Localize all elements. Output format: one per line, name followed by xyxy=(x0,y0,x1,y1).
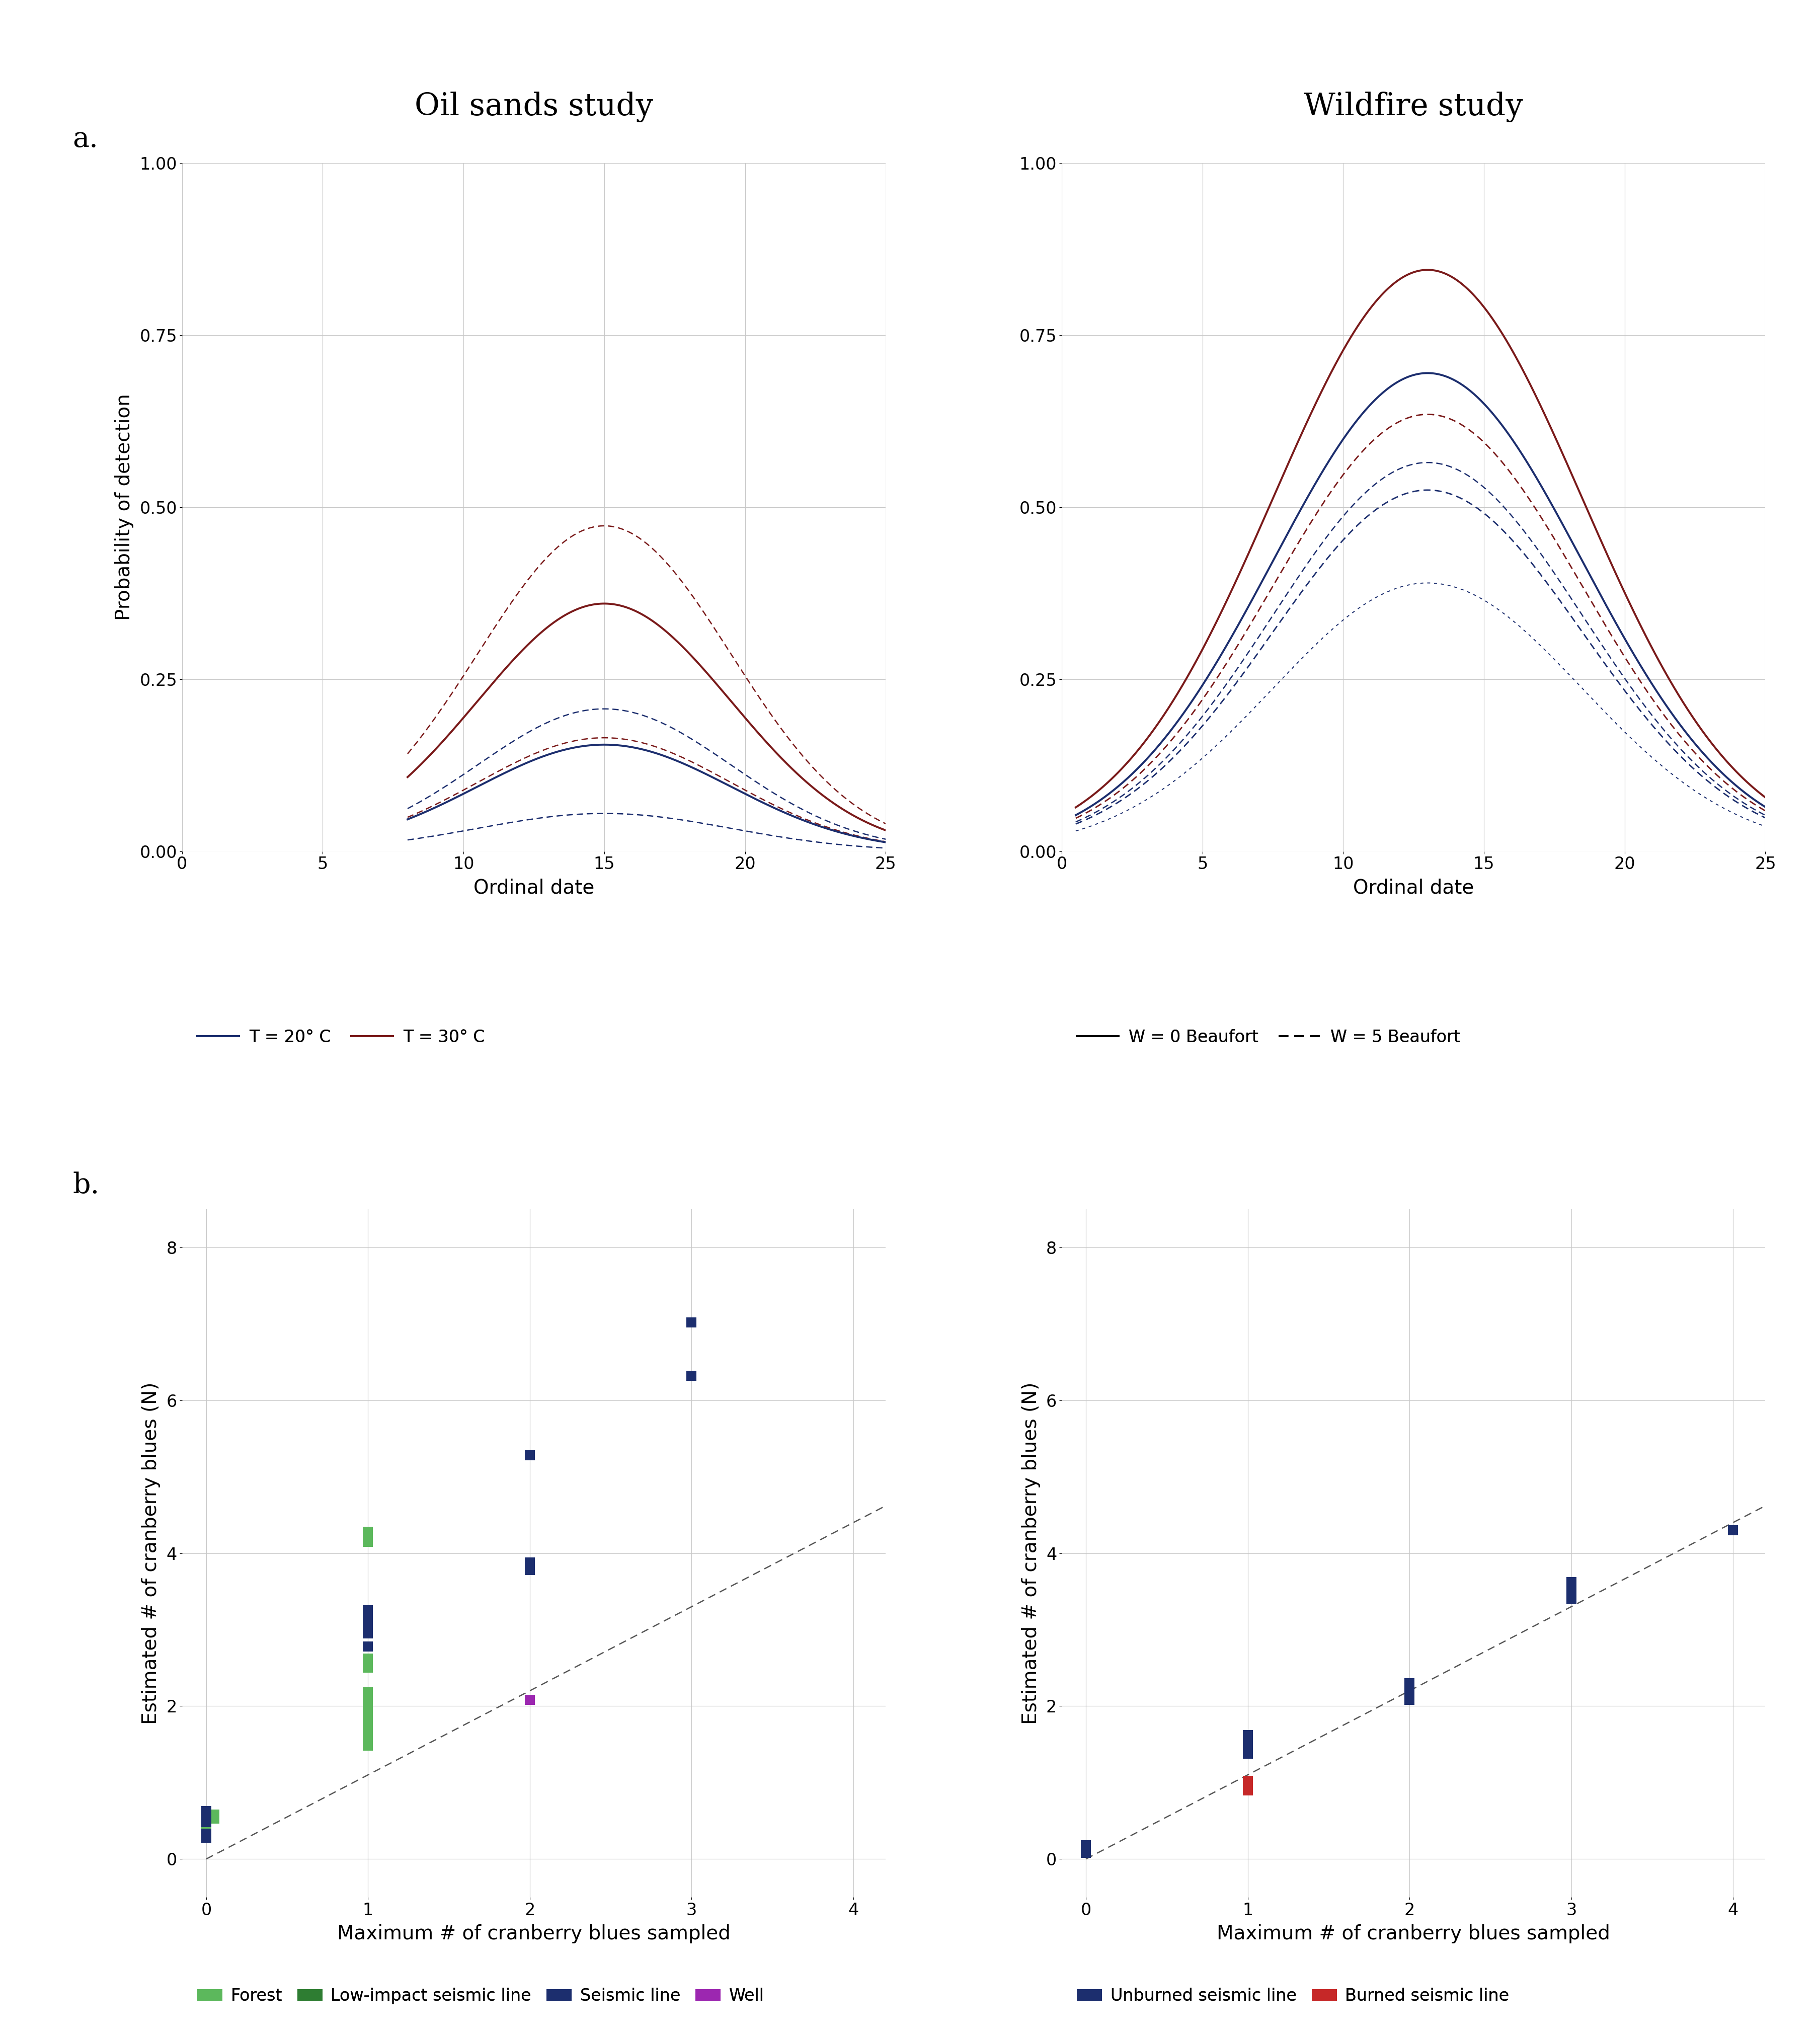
Point xyxy=(1234,1738,1263,1771)
Point xyxy=(1556,1583,1585,1616)
Point xyxy=(191,1818,220,1850)
Point xyxy=(1234,1775,1263,1807)
X-axis label: Ordinal date: Ordinal date xyxy=(1352,879,1474,898)
Point xyxy=(1234,1722,1263,1754)
Text: Wildfire study: Wildfire study xyxy=(1303,92,1523,122)
Point xyxy=(353,1630,382,1663)
Point xyxy=(1234,1769,1263,1801)
Point xyxy=(1072,1832,1101,1865)
Point xyxy=(1234,1726,1263,1758)
Point xyxy=(353,1701,382,1734)
Point xyxy=(191,1795,220,1828)
Legend: T = 20° C, T = 30° C: T = 20° C, T = 30° C xyxy=(191,1022,491,1053)
Point xyxy=(1556,1567,1585,1599)
Point xyxy=(191,1809,220,1842)
Text: a.: a. xyxy=(73,126,98,153)
Point xyxy=(191,1822,220,1854)
Point xyxy=(191,1799,220,1832)
Point xyxy=(1234,1730,1263,1763)
Point xyxy=(1234,1720,1263,1752)
Point xyxy=(1394,1671,1423,1703)
Point xyxy=(515,1683,544,1716)
Point xyxy=(353,1618,382,1650)
Point xyxy=(515,1546,544,1579)
Point xyxy=(677,1306,706,1338)
Point xyxy=(1072,1830,1101,1863)
Point xyxy=(191,1814,220,1846)
Point xyxy=(191,1805,220,1838)
Point xyxy=(353,1716,382,1748)
Point xyxy=(353,1652,382,1685)
Point xyxy=(1718,1514,1747,1546)
Y-axis label: Estimated # of cranberry blues (N): Estimated # of cranberry blues (N) xyxy=(1021,1381,1041,1724)
Point xyxy=(353,1677,382,1710)
Point xyxy=(353,1683,382,1716)
Point xyxy=(1234,1765,1263,1797)
Point xyxy=(353,1730,382,1763)
Point xyxy=(1394,1677,1423,1710)
Legend: W = 0 Beaufort, W = 5 Beaufort: W = 0 Beaufort, W = 5 Beaufort xyxy=(1070,1022,1467,1053)
Point xyxy=(1394,1667,1423,1699)
Text: Oil sands study: Oil sands study xyxy=(415,92,653,122)
Point xyxy=(191,1805,220,1838)
Point xyxy=(515,1438,544,1471)
Point xyxy=(353,1601,382,1634)
Point xyxy=(353,1714,382,1746)
Point xyxy=(353,1710,382,1742)
Point xyxy=(677,1359,706,1391)
Point xyxy=(353,1642,382,1675)
Point xyxy=(200,1801,229,1834)
Point xyxy=(353,1593,382,1626)
Y-axis label: Estimated # of cranberry blues (N): Estimated # of cranberry blues (N) xyxy=(142,1381,160,1724)
Point xyxy=(1556,1573,1585,1605)
Legend: Unburned seismic line, Burned seismic line: Unburned seismic line, Burned seismic li… xyxy=(1070,1981,1516,2011)
Point xyxy=(353,1689,382,1722)
Y-axis label: Probability of detection: Probability of detection xyxy=(115,394,135,620)
Point xyxy=(1394,1683,1423,1716)
Point xyxy=(353,1526,382,1559)
Point xyxy=(353,1608,382,1640)
Point xyxy=(200,1799,229,1832)
Point xyxy=(353,1610,382,1642)
X-axis label: Maximum # of cranberry blues sampled: Maximum # of cranberry blues sampled xyxy=(1218,1924,1611,1944)
X-axis label: Maximum # of cranberry blues sampled: Maximum # of cranberry blues sampled xyxy=(337,1924,730,1944)
Point xyxy=(353,1695,382,1728)
Point xyxy=(353,1724,382,1756)
Point xyxy=(353,1720,382,1752)
Legend: Forest, Low-impact seismic line, Seismic line, Well: Forest, Low-impact seismic line, Seismic… xyxy=(191,1981,772,2011)
X-axis label: Ordinal date: Ordinal date xyxy=(473,879,595,898)
Point xyxy=(353,1516,382,1548)
Text: b.: b. xyxy=(73,1171,100,1200)
Point xyxy=(353,1705,382,1738)
Point xyxy=(515,1554,544,1587)
Point xyxy=(1072,1836,1101,1869)
Point xyxy=(353,1614,382,1646)
